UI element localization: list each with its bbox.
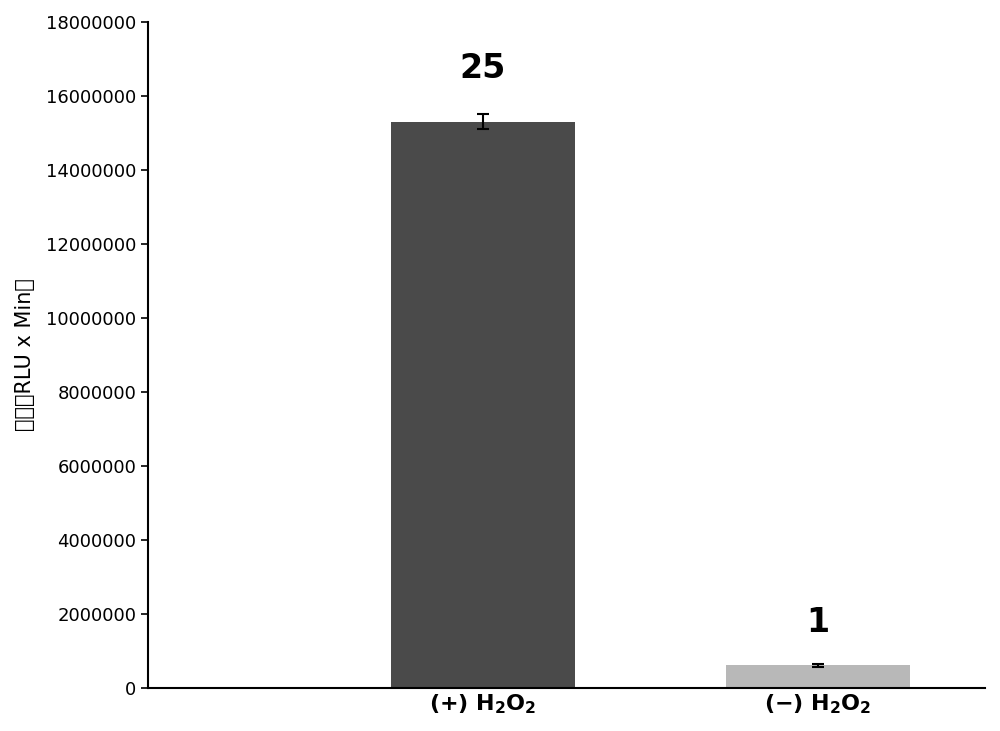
Bar [726, 665, 910, 688]
Text: 25: 25 [460, 52, 506, 85]
Bar [391, 122, 575, 688]
Text: 1: 1 [806, 607, 829, 640]
Y-axis label: 強度（RLU x Min）: 強度（RLU x Min） [15, 279, 35, 431]
